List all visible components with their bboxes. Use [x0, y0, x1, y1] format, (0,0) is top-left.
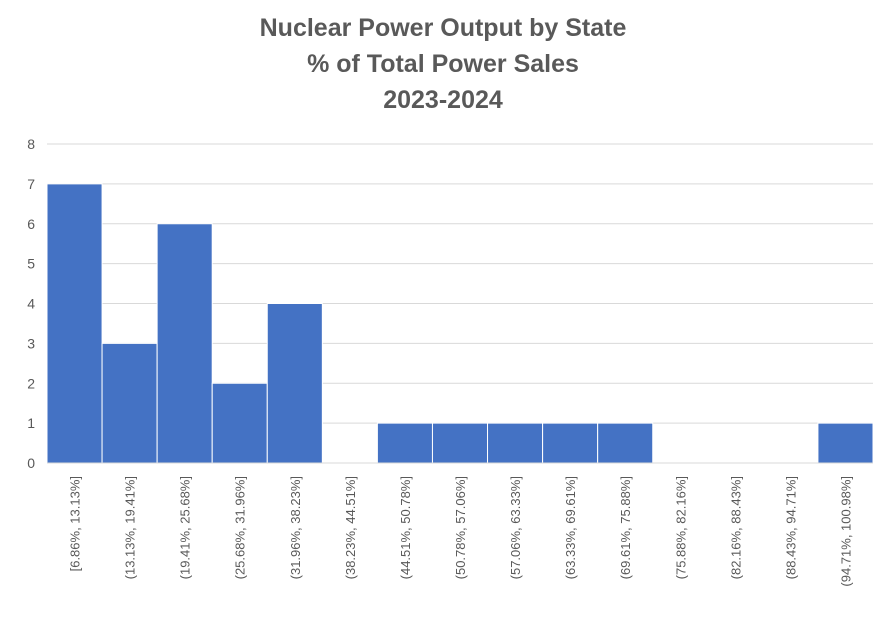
x-tick-label: (94.71%, 100.98%]: [838, 476, 853, 587]
histogram-bar: [817, 422, 874, 464]
histogram-bar: [266, 303, 323, 464]
histogram-bar: [376, 422, 433, 464]
x-tick-label: (82.16%, 88.43%]: [728, 476, 743, 579]
y-tick-label: 7: [27, 176, 35, 192]
x-tick-label: (13.13%, 19.41%]: [123, 476, 138, 579]
histogram-bar: [487, 422, 544, 464]
y-tick-label: 6: [27, 216, 35, 232]
y-tick-label: 0: [27, 455, 35, 471]
chart-title-line-2: % of Total Power Sales: [307, 50, 579, 78]
x-tick-label: (31.96%, 38.23%]: [288, 476, 303, 579]
histogram-bar: [156, 223, 213, 464]
x-tick-label: (63.33%, 69.61%]: [563, 476, 578, 579]
y-tick-label: 2: [27, 375, 35, 391]
x-tick-label: (38.23%, 44.51%]: [343, 476, 358, 579]
chart-title: Nuclear Power Output by State % of Total…: [0, 10, 886, 118]
x-tick-label: [6.86%, 13.13%]: [68, 476, 83, 571]
x-tick-label: (69.61%, 75.88%]: [618, 476, 633, 579]
y-tick-label: 5: [27, 256, 35, 272]
y-tick-label: 8: [27, 136, 35, 152]
y-tick-label: 1: [27, 415, 35, 431]
y-tick-label: 3: [27, 335, 35, 351]
x-tick-label: (57.06%, 63.33%]: [508, 476, 523, 579]
histogram-bar: [101, 342, 158, 464]
histogram-bar: [597, 422, 654, 464]
x-tick-label: (19.41%, 25.68%]: [178, 476, 193, 579]
histogram-bar: [431, 422, 489, 464]
histogram-bar: [46, 183, 103, 464]
x-tick-label: (25.68%, 31.96%]: [233, 476, 248, 579]
histogram-bar: [542, 422, 599, 464]
x-tick-label: (44.51%, 50.78%]: [398, 476, 413, 579]
x-tick-label: (75.88%, 82.16%]: [673, 476, 688, 579]
y-tick-label: 4: [27, 296, 35, 312]
histogram-bar: [211, 382, 268, 464]
x-tick-label: (88.43%, 94.71%]: [783, 476, 798, 579]
chart-title-line-1: Nuclear Power Output by State: [259, 14, 627, 42]
chart-title-line-3: 2023-2024: [383, 86, 503, 114]
x-tick-label: (50.78%, 57.06%]: [453, 476, 468, 579]
